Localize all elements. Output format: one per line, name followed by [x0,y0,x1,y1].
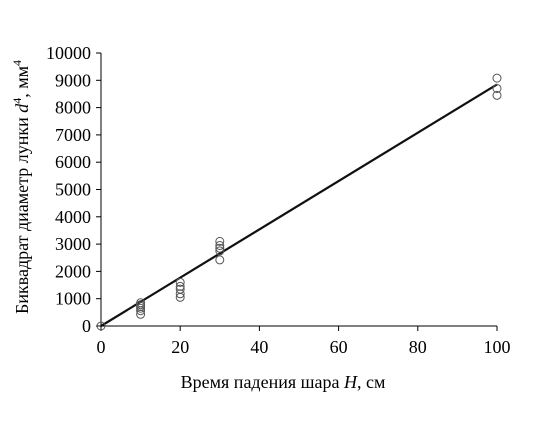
y-tick-label: 7000 [55,125,91,145]
x-tick-label: 20 [171,337,189,357]
data-point [136,309,146,319]
data-point [136,303,146,313]
data-point [175,281,185,291]
x-tick-label: 60 [330,337,348,357]
y-tick-label: 2000 [55,261,91,281]
data-point [215,255,225,265]
data-point [492,83,502,93]
data-point [215,236,225,246]
y-axis-label-sup: 4 [10,98,24,104]
y-tick-label: 5000 [55,180,91,200]
x-axis-label-unit: , см [357,372,385,392]
y-tick-label: 9000 [55,70,91,90]
x-tick-label: 0 [97,337,106,357]
x-tick-label: 100 [484,337,511,357]
x-axis-label-var: H [343,372,358,392]
data-point [96,321,106,331]
y-tick-label: 0 [82,316,91,336]
data-point [175,289,185,299]
y-tick-label: 8000 [55,98,91,118]
y-axis-label: Биквадрат диаметр лунки d4, мм4 [10,60,32,314]
y-axis-label-unit: , мм [12,66,32,98]
tick-labels: 0100020003000400050006000700080009000100… [46,43,511,357]
trendline [100,83,498,327]
data-point [136,306,146,316]
data-point [175,292,185,302]
y-tick-label: 1000 [55,289,91,309]
x-axis-label-text: Время падения шара [181,372,344,392]
y-axis-label-unit-sup: 4 [10,60,24,66]
data-point [492,73,502,83]
x-axis-label: Время падения шара H, см [181,372,386,392]
axes [96,52,498,331]
x-tick-label: 40 [250,337,268,357]
y-axis-label-var: d [12,103,32,113]
y-tick-label: 6000 [55,152,91,172]
y-tick-label: 3000 [55,234,91,254]
data-point [215,240,225,250]
data-point [215,243,225,253]
data-point [175,277,185,287]
data-point [215,246,225,256]
x-tick-label: 80 [409,337,427,357]
y-tick-label: 10000 [46,43,91,63]
trendline-group [100,83,498,327]
data-points [96,73,502,331]
y-tick-label: 4000 [55,207,91,227]
y-axis-label-text: Биквадрат диаметр лунки [12,113,32,314]
data-point [492,90,502,100]
